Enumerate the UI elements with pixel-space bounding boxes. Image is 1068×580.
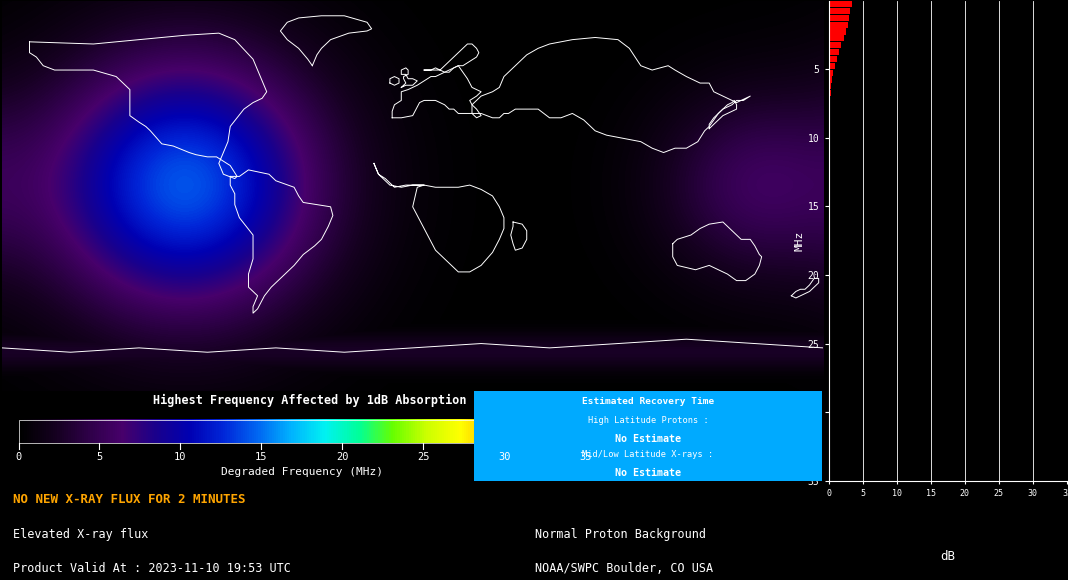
Text: 25: 25 bbox=[417, 452, 429, 462]
Text: Elevated X-ray flux: Elevated X-ray flux bbox=[13, 528, 148, 541]
Y-axis label: MHz: MHz bbox=[795, 231, 805, 251]
Text: No Estimate: No Estimate bbox=[615, 434, 681, 444]
Text: 20: 20 bbox=[336, 452, 348, 462]
Text: NO NEW X-RAY FLUX FOR 2 MINUTES: NO NEW X-RAY FLUX FOR 2 MINUTES bbox=[13, 493, 246, 506]
Bar bbox=[829, 70, 833, 76]
Text: Estimated Recovery Time: Estimated Recovery Time bbox=[582, 397, 714, 405]
Text: Product Valid At : 2023-11-10 19:53 UTC: Product Valid At : 2023-11-10 19:53 UTC bbox=[13, 561, 290, 575]
Bar bbox=[829, 35, 844, 41]
Text: Mid/Low Latitude X-rays :: Mid/Low Latitude X-rays : bbox=[582, 450, 713, 459]
Text: dB: dB bbox=[940, 550, 955, 563]
Text: High Latitude Protons :: High Latitude Protons : bbox=[587, 416, 708, 425]
Text: 10: 10 bbox=[174, 452, 187, 462]
Text: 5: 5 bbox=[96, 452, 103, 462]
Text: 35: 35 bbox=[579, 452, 592, 462]
Text: Highest Frequency Affected by 1dB Absorption: Highest Frequency Affected by 1dB Absorp… bbox=[154, 394, 467, 407]
Bar bbox=[829, 42, 842, 48]
Text: Normal Proton Background: Normal Proton Background bbox=[534, 528, 706, 541]
Text: 15: 15 bbox=[255, 452, 268, 462]
Bar bbox=[829, 77, 832, 82]
Bar bbox=[829, 56, 837, 62]
Bar bbox=[829, 8, 850, 14]
Bar bbox=[829, 63, 835, 69]
Text: NOAA/SWPC Boulder, CO USA: NOAA/SWPC Boulder, CO USA bbox=[534, 561, 712, 575]
Bar bbox=[829, 90, 831, 96]
Bar bbox=[829, 28, 846, 35]
Bar bbox=[18, 420, 585, 443]
Bar bbox=[829, 84, 831, 89]
Text: No Estimate: No Estimate bbox=[615, 469, 681, 478]
Text: 0: 0 bbox=[15, 452, 21, 462]
Text: Degraded Frequency (MHz): Degraded Frequency (MHz) bbox=[221, 467, 382, 477]
Text: 30: 30 bbox=[498, 452, 511, 462]
Bar bbox=[829, 21, 848, 28]
Bar bbox=[829, 1, 852, 7]
Bar bbox=[829, 14, 849, 21]
Bar bbox=[829, 49, 839, 55]
Bar bbox=[474, 392, 821, 481]
